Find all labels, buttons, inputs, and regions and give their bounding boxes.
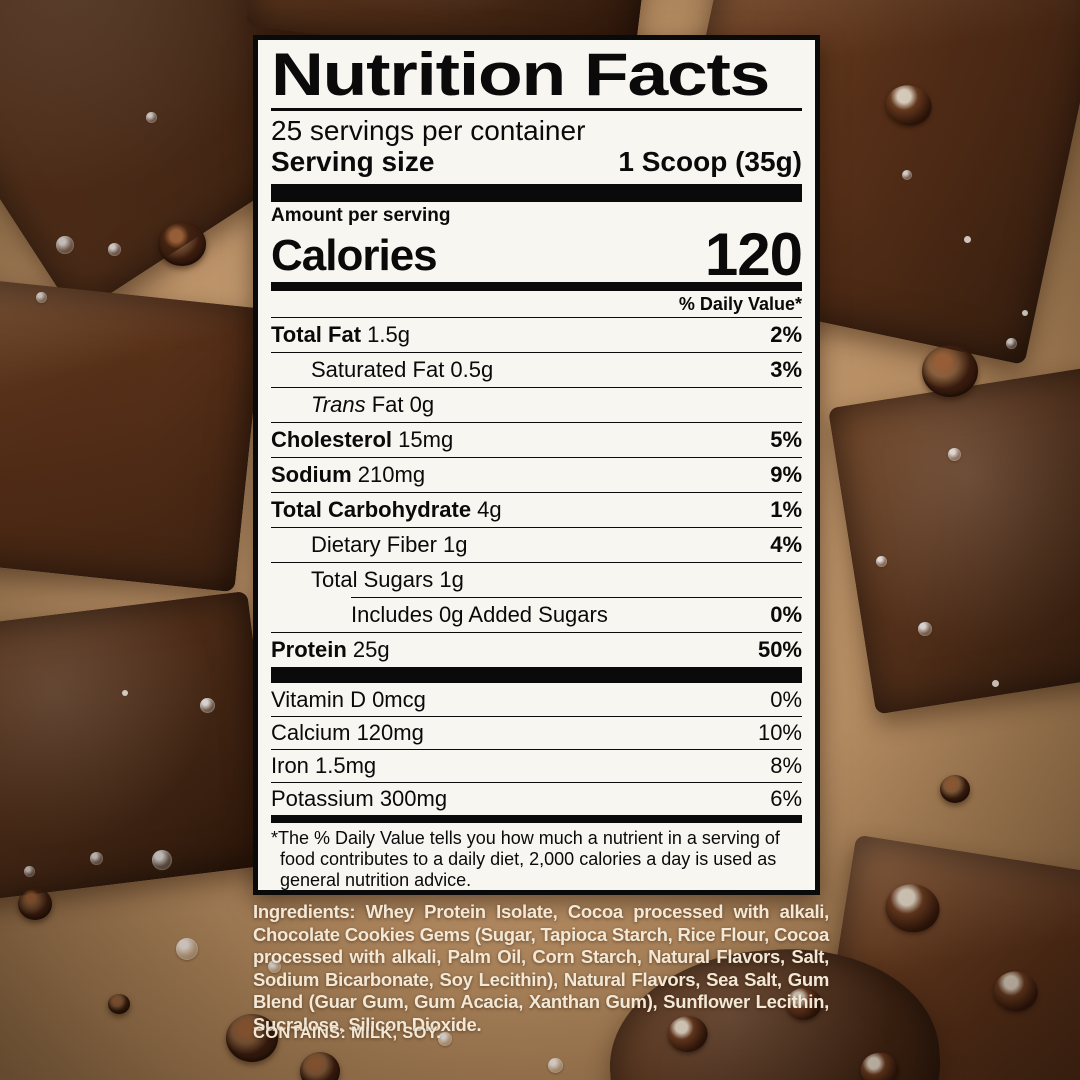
nutrient-name: Sodium 210mg bbox=[271, 462, 426, 487]
water-droplet bbox=[90, 852, 103, 865]
serving-size-row: Serving size 1 Scoop (35g) bbox=[271, 146, 802, 178]
nutrient-row: Sodium 210mg 9% bbox=[271, 457, 802, 492]
nutrient-name: Trans Fat 0g bbox=[311, 392, 435, 417]
chocolate-drop-icon bbox=[158, 222, 206, 266]
water-droplet bbox=[948, 448, 961, 461]
water-droplet bbox=[268, 960, 281, 973]
water-droplet bbox=[56, 236, 74, 254]
nutrient-rows: Total Fat 1.5g 2% Saturated Fat 0.5g 3% Tran… bbox=[271, 317, 802, 667]
chocolate-drop-icon bbox=[108, 994, 130, 1014]
servings-per-container: 25 servings per container bbox=[271, 115, 586, 146]
nutrient-name: Total Carbohydrate 4g bbox=[271, 497, 502, 522]
calories-row: Calories 120 bbox=[271, 221, 803, 288]
serving-size-label: Serving size bbox=[271, 146, 435, 177]
divider bbox=[271, 108, 802, 111]
water-droplet bbox=[24, 866, 35, 877]
water-droplet bbox=[918, 622, 932, 636]
nutrient-row: Includes 0g Added Sugars 0% bbox=[271, 597, 802, 632]
nutrient-name: Iron 1.5mg bbox=[271, 753, 377, 778]
daily-value-header: % Daily Value* bbox=[678, 294, 802, 314]
daily-value-percent: 8% bbox=[770, 753, 802, 778]
nutrient-row: Vitamin D 0mcg 0% bbox=[271, 683, 802, 716]
allergen-statement: CONTAINS: MILK, SOY. bbox=[253, 1024, 442, 1042]
nutrient-name: Total Fat 1.5g bbox=[271, 322, 410, 347]
thick-divider bbox=[271, 667, 802, 683]
nutrient-name: Includes 0g Added Sugars bbox=[351, 601, 608, 627]
nutrient-row: Protein 25g 50% bbox=[271, 632, 802, 667]
water-droplet bbox=[152, 850, 172, 870]
nutrient-name: Calcium 120mg bbox=[271, 720, 424, 745]
chocolate-drop-icon bbox=[18, 888, 52, 920]
water-droplet bbox=[548, 1058, 563, 1073]
nutrient-row: Dietary Fiber 1g 4% bbox=[271, 527, 802, 562]
vitamin-rows: Vitamin D 0mcg 0% Calcium 120mg 10% Iron 1.5… bbox=[271, 683, 802, 815]
salt-speck bbox=[122, 690, 128, 696]
nutrient-name: Total Sugars 1g bbox=[311, 567, 464, 592]
water-droplet bbox=[438, 1032, 452, 1046]
daily-value-percent: 5% bbox=[770, 427, 802, 452]
water-droplet bbox=[876, 556, 887, 567]
daily-value-percent: 6% bbox=[770, 786, 802, 811]
thick-divider bbox=[271, 184, 802, 202]
nutrient-name: Vitamin D 0mcg bbox=[271, 686, 426, 712]
brownie-photo-right-middle bbox=[827, 355, 1080, 715]
water-droplet bbox=[200, 698, 215, 713]
water-droplet bbox=[146, 112, 157, 123]
daily-value-percent: 4% bbox=[770, 532, 802, 557]
chocolate-drop-icon bbox=[226, 1014, 278, 1062]
nutrient-row: Total Fat 1.5g 2% bbox=[271, 317, 802, 352]
nutrient-name: Dietary Fiber 1g bbox=[311, 532, 468, 557]
salt-speck bbox=[1022, 310, 1028, 316]
water-droplet bbox=[1006, 338, 1017, 349]
panel-title: Nutrition Facts bbox=[271, 41, 770, 108]
medium-divider bbox=[271, 815, 802, 823]
salt-speck bbox=[992, 680, 999, 687]
nutrient-name: Cholesterol 15mg bbox=[271, 427, 454, 452]
nutrient-name: Saturated Fat 0.5g bbox=[311, 357, 494, 382]
ingredients-text: Ingredients: Whey Protein Isolate, Cocoa… bbox=[253, 901, 829, 1035]
nutrient-name: Protein 25g bbox=[271, 637, 390, 662]
water-droplet bbox=[108, 243, 121, 256]
nutrient-row: Total Carbohydrate 4g 1% bbox=[271, 492, 802, 527]
daily-value-footnote: *The % Daily Value tells you how much a … bbox=[271, 828, 780, 890]
chocolate-drop-icon bbox=[922, 345, 978, 397]
daily-value-percent: 0% bbox=[770, 686, 802, 712]
water-droplet bbox=[902, 170, 912, 180]
daily-value-percent: 10% bbox=[757, 720, 802, 745]
nutrient-row: Saturated Fat 0.5g 3% bbox=[271, 352, 802, 387]
chocolate-drop-icon bbox=[940, 775, 970, 803]
brownie-photo-left-middle bbox=[0, 272, 264, 593]
nutrient-name: Potassium 300mg bbox=[271, 786, 448, 811]
chocolate-chip-icon bbox=[859, 1051, 900, 1080]
daily-value-percent: 2% bbox=[770, 322, 802, 347]
chocolate-chip-icon bbox=[882, 81, 936, 130]
daily-value-percent: 9% bbox=[770, 462, 802, 487]
calories-label: Calories bbox=[271, 231, 438, 280]
medium-divider bbox=[271, 282, 802, 291]
daily-value-percent: 0% bbox=[770, 601, 802, 627]
nutrient-row: Cholesterol 15mg 5% bbox=[271, 422, 802, 457]
calories-value: 120 bbox=[704, 221, 803, 288]
nutrient-row: Total Sugars 1g bbox=[271, 562, 802, 597]
nutrition-facts-panel: Nutrition Facts 25 servings per containe… bbox=[253, 35, 820, 895]
chocolate-chip-icon bbox=[882, 880, 943, 937]
amount-per-serving-label: Amount per serving bbox=[271, 205, 451, 226]
nutrient-row: Iron 1.5mg 8% bbox=[271, 749, 802, 782]
nutrient-row: Trans Fat 0g bbox=[271, 387, 802, 422]
water-droplet bbox=[176, 938, 198, 960]
salt-speck bbox=[964, 236, 971, 243]
chocolate-chip-icon bbox=[990, 968, 1041, 1015]
serving-size-value: 1 Scoop (35g) bbox=[618, 146, 802, 177]
daily-value-percent: 3% bbox=[770, 357, 802, 382]
nutrient-row: Potassium 300mg 6% bbox=[271, 782, 802, 815]
daily-value-percent: 1% bbox=[770, 497, 802, 522]
water-droplet bbox=[36, 292, 47, 303]
brownie-photo-left-lower bbox=[0, 590, 281, 905]
chocolate-drop-icon bbox=[300, 1052, 340, 1080]
daily-value-percent: 50% bbox=[757, 637, 802, 662]
nutrient-row: Calcium 120mg 10% bbox=[271, 716, 802, 749]
